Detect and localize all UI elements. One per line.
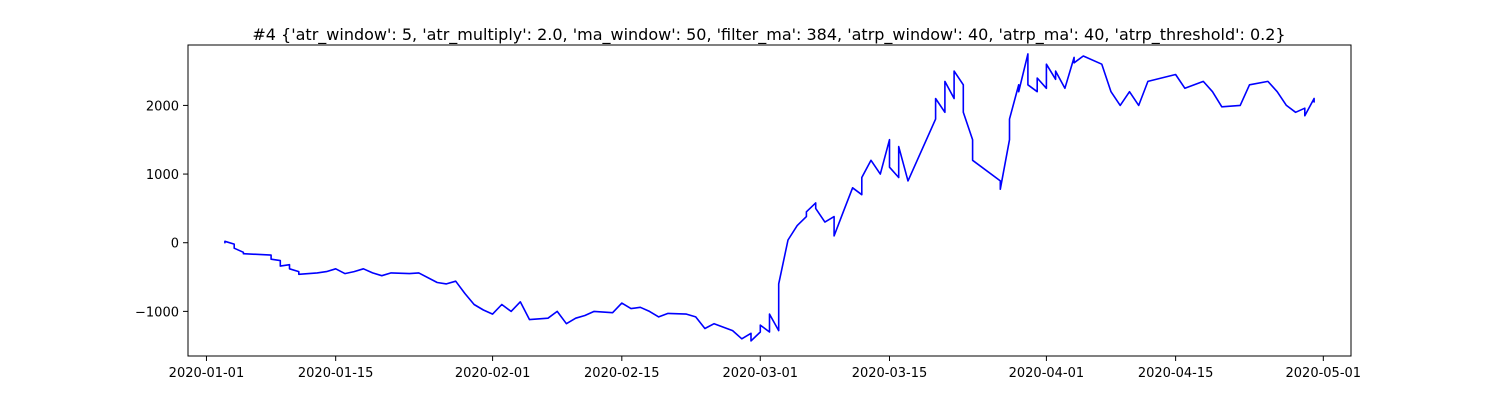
series-line bbox=[224, 53, 1315, 342]
x-tick-label: 2020-02-01 bbox=[455, 366, 531, 381]
x-tick-label: 2020-01-01 bbox=[169, 366, 245, 381]
y-axis: −1000 0 1000 2000 bbox=[135, 99, 188, 320]
chart-title: #4 {'atr_window': 5, 'atr_multiply': 2.0… bbox=[252, 25, 1285, 45]
y-tick-label: 1000 bbox=[146, 168, 179, 183]
plot-frame bbox=[187, 44, 1352, 357]
y-tick-label: −1000 bbox=[135, 305, 179, 320]
x-tick-label: 2020-03-01 bbox=[722, 366, 798, 381]
x-tick-label: 2020-02-15 bbox=[584, 366, 660, 381]
x-tick-label: 2020-05-01 bbox=[1286, 366, 1362, 381]
x-tick-label: 2020-03-15 bbox=[852, 366, 928, 381]
x-tick-label: 2020-01-15 bbox=[298, 366, 374, 381]
y-tick-label: 2000 bbox=[146, 99, 179, 114]
y-tick-label: 0 bbox=[171, 237, 179, 252]
x-tick-label: 2020-04-15 bbox=[1138, 366, 1214, 381]
x-tick-label: 2020-04-01 bbox=[1009, 366, 1085, 381]
x-axis: 2020-01-01 2020-01-15 2020-02-01 2020-02-15… bbox=[169, 356, 1361, 381]
